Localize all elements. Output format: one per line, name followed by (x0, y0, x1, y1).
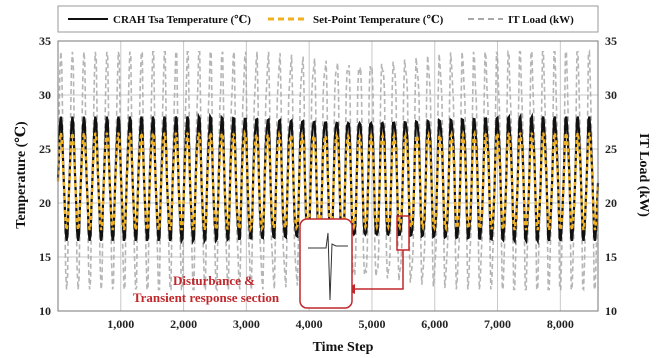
x-tick-label: 4,000 (296, 317, 323, 331)
legend-label-itload: IT Load (kW) (508, 14, 574, 26)
y-left-tick-label: 25 (39, 142, 51, 156)
y-right-tick-label: 25 (605, 142, 617, 156)
y-axis-left-ticks: 10 15 20 25 30 35 (39, 34, 51, 318)
x-tick-label: 6,000 (421, 317, 448, 331)
y-left-tick-label: 30 (39, 88, 51, 102)
plot-frame (57, 40, 599, 312)
x-axis-ticks: 1,000 2,000 3,000 4,000 5,000 6,000 7,000 8,000 (107, 317, 574, 331)
y-axis-right-title: IT Load (kW) (636, 133, 651, 217)
legend-label-setpoint: Set-Point Temperature (℃) (313, 14, 444, 26)
x-tick-label: 2,000 (170, 317, 197, 331)
y-right-tick-label: 15 (605, 250, 617, 264)
y-left-tick-label: 35 (39, 34, 51, 48)
annotation-text-line1: Disturbance & (173, 273, 255, 288)
it-load-line (57, 48, 599, 292)
annotation-connector (355, 250, 404, 290)
x-tick-label: 8,000 (547, 317, 574, 331)
disturbance-annotation: Disturbance & Transient response section (133, 215, 410, 309)
x-tick-label: 3,000 (233, 317, 260, 331)
y-axis-left-title: Temperature (℃) (14, 121, 29, 229)
legend-box (57, 5, 599, 33)
x-axis-title: Time Step (313, 340, 374, 355)
legend-label-crah: CRAH Tsa Temperature (℃) (113, 14, 251, 26)
set-point-line (56, 129, 600, 234)
y-right-tick-label: 35 (605, 34, 617, 48)
y-left-tick-label: 20 (39, 196, 51, 210)
y-right-tick-label: 10 (605, 304, 617, 318)
annotation-inset-trace (308, 232, 348, 301)
y-axis-right-ticks: 10 15 20 25 30 35 (605, 34, 617, 318)
x-tick-label: 5,000 (358, 317, 385, 331)
y-right-tick-label: 20 (605, 196, 617, 210)
y-right-tick-label: 30 (605, 88, 617, 102)
series-set-point-temperature (56, 129, 600, 234)
y-left-tick-label: 10 (39, 304, 51, 318)
annotation-text-line2: Transient response section (133, 290, 280, 305)
legend: CRAH Tsa Temperature (℃) Set-Point Tempe… (57, 5, 599, 33)
x-tick-label: 1,000 (107, 317, 134, 331)
x-tick-label: 7,000 (484, 317, 511, 331)
series-it-load (57, 48, 599, 292)
annotation-inset (299, 218, 353, 309)
y-left-tick-label: 15 (39, 250, 51, 264)
